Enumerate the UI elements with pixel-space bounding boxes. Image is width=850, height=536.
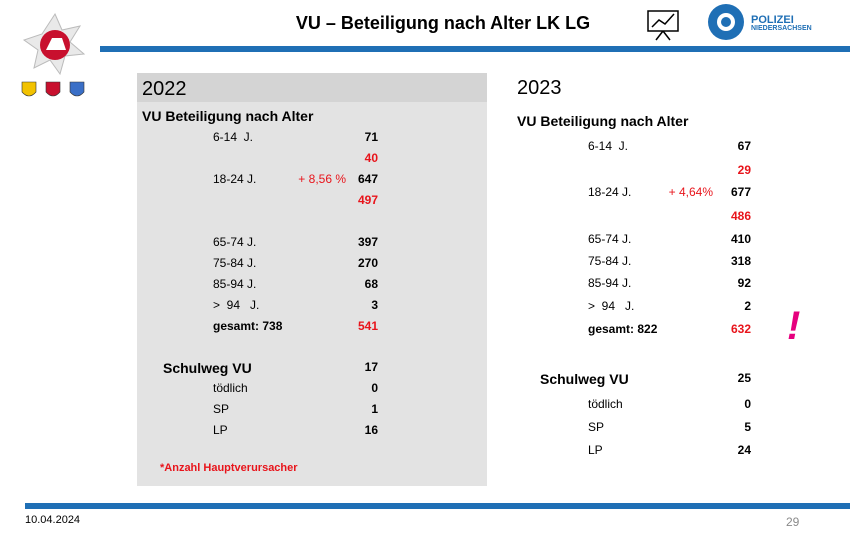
row-value: 410 — [730, 232, 751, 246]
row-value: 67 — [737, 139, 751, 153]
row-value: 541 — [357, 319, 378, 333]
row-label: > 94 J. — [213, 298, 260, 312]
row-change: + 8,56 % — [298, 172, 346, 186]
row-value: 270 — [357, 256, 378, 270]
year: 2023 — [517, 77, 562, 99]
row-label: 6-14 J. — [588, 139, 629, 153]
police-star — [708, 4, 744, 40]
row-label: 85-94 J. — [213, 277, 257, 291]
row-label: gesamt: 822 — [588, 322, 658, 336]
row-value: 40 — [364, 151, 378, 165]
row-value: 24 — [737, 443, 751, 457]
top-bar — [100, 46, 850, 52]
row-label: SP — [213, 402, 230, 416]
bottom-bar — [25, 503, 850, 509]
year: 2022 — [142, 78, 187, 100]
row-value: 17 — [364, 360, 378, 374]
row-value: 647 — [357, 172, 378, 186]
star-logo — [22, 12, 86, 76]
row-label: 18-24 J. — [213, 172, 257, 186]
row-value: 71 — [364, 130, 378, 144]
row-value: 29 — [737, 163, 751, 177]
row-value: 486 — [730, 209, 751, 223]
row-value: 3 — [371, 298, 378, 312]
row-label: LP — [213, 423, 228, 437]
row-value: 2 — [744, 299, 751, 313]
presentation-icon — [647, 10, 679, 41]
row-label: 65-74 J. — [588, 232, 632, 246]
row-label: Schulweg VU — [540, 371, 629, 387]
row-value: 0 — [744, 397, 751, 411]
heading: VU Beteiligung nach Alter — [517, 113, 689, 129]
row-value: 497 — [357, 193, 378, 207]
row-value: 0 — [371, 381, 378, 395]
title: VU – Beteiligung nach Alter LK LG — [295, 13, 591, 33]
row-value: 5 — [744, 420, 751, 434]
row-label: 75-84 J. — [213, 256, 257, 270]
row-label: SP — [588, 420, 605, 434]
row-value: 677 — [730, 185, 751, 199]
page-number: 29 — [786, 515, 800, 529]
row-value: 318 — [730, 254, 751, 268]
logo-text: NIEDERSACHSEN — [751, 25, 812, 32]
row-label: > 94 J. — [588, 299, 635, 313]
row-value: 397 — [357, 235, 378, 249]
row-value: 1 — [371, 402, 378, 416]
note: *Anzahl Hauptverursacher — [160, 462, 298, 474]
date: 10.04.2024 — [25, 514, 81, 526]
row-change: + 4,64% — [668, 185, 713, 199]
exclamation: ! — [787, 304, 801, 348]
row-label: LP — [588, 443, 603, 457]
row-label: 85-94 J. — [588, 276, 632, 290]
heading: VU Beteiligung nach Alter — [142, 108, 314, 124]
panel-2022 — [137, 73, 487, 486]
row-label: 6-14 J. — [213, 130, 254, 144]
logo-text: POLIZEI — [751, 14, 794, 26]
row-label: 75-84 J. — [588, 254, 632, 268]
row-label: 18-24 J. — [588, 185, 632, 199]
row-value: 92 — [737, 276, 751, 290]
row-label: Schulweg VU — [163, 360, 252, 376]
row-value: 68 — [364, 277, 378, 291]
coats-of-arms — [21, 81, 85, 97]
row-label: tödlich — [588, 397, 623, 411]
row-value: 16 — [364, 423, 378, 437]
row-value: 632 — [730, 322, 751, 336]
row-label: 65-74 J. — [213, 235, 257, 249]
row-label: gesamt: 738 — [213, 319, 283, 333]
row-label: tödlich — [213, 381, 248, 395]
panel-header — [137, 73, 487, 102]
row-value: 25 — [737, 371, 751, 385]
